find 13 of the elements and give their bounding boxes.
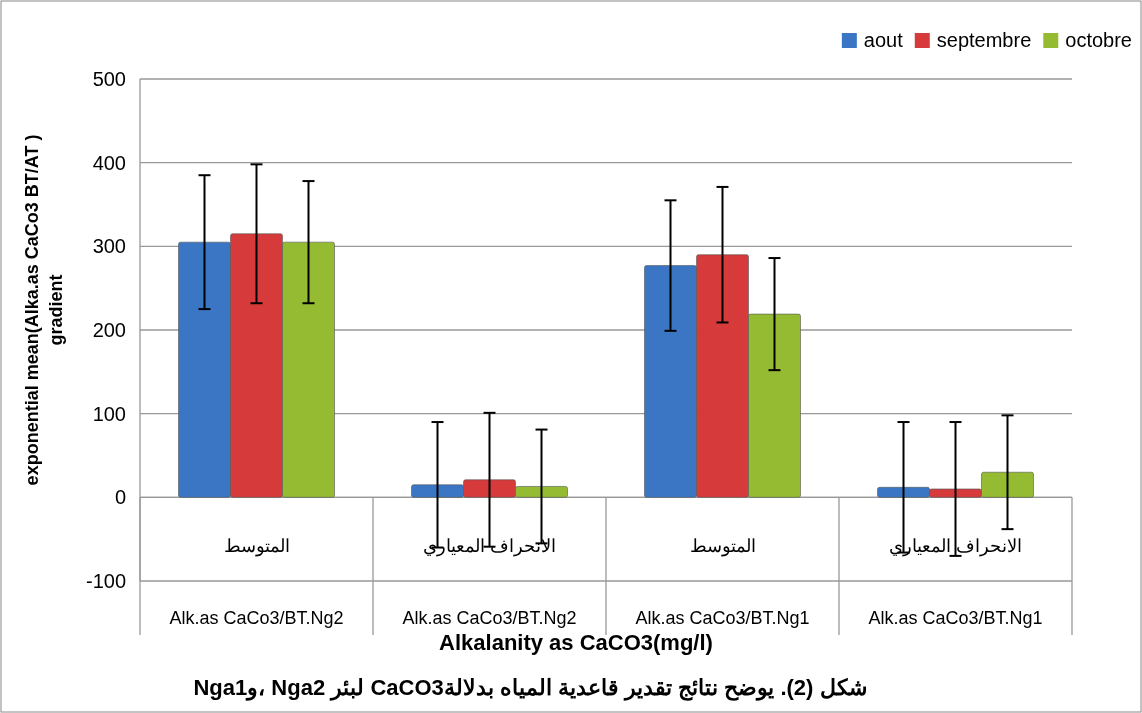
x-axis-title: Alkalanity as CaCO3(mg/l) — [439, 630, 713, 655]
y-tick-label: 300 — [92, 235, 126, 258]
legend-label: octobre — [1065, 29, 1132, 51]
y-tick-label: 0 — [114, 486, 126, 509]
y-tick-label: 100 — [92, 402, 126, 425]
text: شكل (2). يوضح نتائج تقدير قاعدية المياه بدلالةCaCO3 لبئر Nga2 ،وNga1 — [193, 675, 867, 701]
legend-label: septembre — [936, 29, 1032, 51]
y-tick-label: -100 — [85, 570, 126, 592]
y-tick-label: 500 — [92, 68, 126, 90]
legend-label: aout — [863, 29, 904, 51]
y-tick-label: 200 — [92, 319, 126, 341]
y-tick-label: 400 — [92, 151, 126, 174]
y-axis-title: exponential mean(Alka.as CaCo3 BT/AT ) gradient — [22, 134, 66, 486]
